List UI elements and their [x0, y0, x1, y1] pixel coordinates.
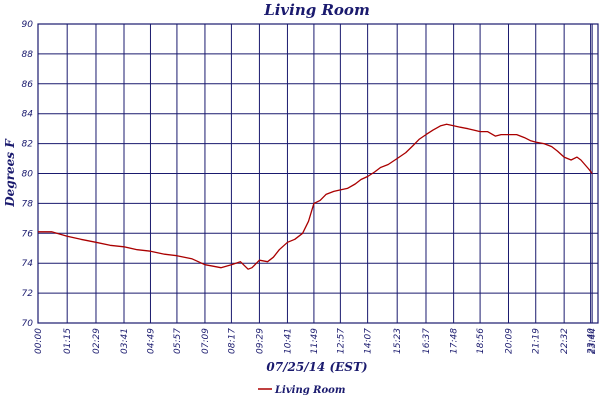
y-tick-label: 78: [22, 199, 34, 209]
x-tick-label: 21:19: [532, 328, 542, 354]
x-tick-label: 09:29: [255, 328, 265, 354]
y-tick-label: 90: [22, 20, 34, 30]
y-tick-label: 70: [22, 319, 34, 329]
x-tick-label: 07:09: [201, 328, 211, 354]
x-tick-label: 04:49: [146, 328, 156, 354]
x-tick-labels: 00:00 01:15 02:29 03:41 04:49 05:57 07:09 08:17…: [34, 328, 598, 354]
y-tick-label: 88: [22, 50, 34, 60]
x-tick-label: 20:09: [504, 328, 514, 354]
x-tick-label: 05:57: [173, 328, 183, 354]
x-tick-label: 08:17: [227, 328, 237, 354]
chart-title: Living Room: [263, 1, 370, 19]
x-tick-label: 23:44: [588, 328, 598, 354]
x-axis-label: 07/25/14 (EST): [266, 360, 367, 374]
plot-frame: [37, 23, 599, 324]
x-tick-label: 01:15: [63, 328, 73, 354]
y-tick-label: 74: [22, 259, 34, 269]
x-tick-label: 10:41: [283, 328, 293, 354]
x-tick-label: 23:40: [587, 328, 597, 354]
x-tick-label: 18:56: [476, 328, 486, 354]
y-tick-label: 84: [22, 110, 34, 120]
x-tick-label: 15:23: [393, 328, 403, 354]
x-tick-label: 16:37: [422, 328, 432, 354]
x-tick-label: 14:07: [364, 328, 374, 354]
y-axis-label: Degrees F: [3, 138, 17, 208]
y-tick-label: 82: [22, 140, 34, 150]
x-tick-label: 11:49: [310, 328, 320, 354]
grid: [37, 23, 599, 324]
y-tick-label: 76: [22, 229, 34, 239]
x-tick-label: 00:00: [34, 328, 44, 354]
x-tick-label: 17:48: [450, 328, 460, 354]
y-tick-label: 86: [22, 80, 34, 90]
x-tick-label: 12:57: [336, 328, 346, 354]
legend-label-living-room: Living Room: [274, 385, 345, 396]
x-tick-label: 22:32: [560, 328, 570, 354]
y-tick-label: 72: [22, 289, 34, 299]
series-line-living-room: [38, 123, 593, 270]
y-tick-labels: 70 72 74 76 78 80 82 84 86 88 90: [22, 20, 34, 329]
y-tick-label: 80: [22, 170, 34, 180]
legend: Living Room: [258, 385, 345, 396]
series-group: [38, 123, 593, 270]
x-tick-label: 02:29: [92, 328, 102, 354]
x-tick-label: 03:41: [120, 328, 130, 354]
